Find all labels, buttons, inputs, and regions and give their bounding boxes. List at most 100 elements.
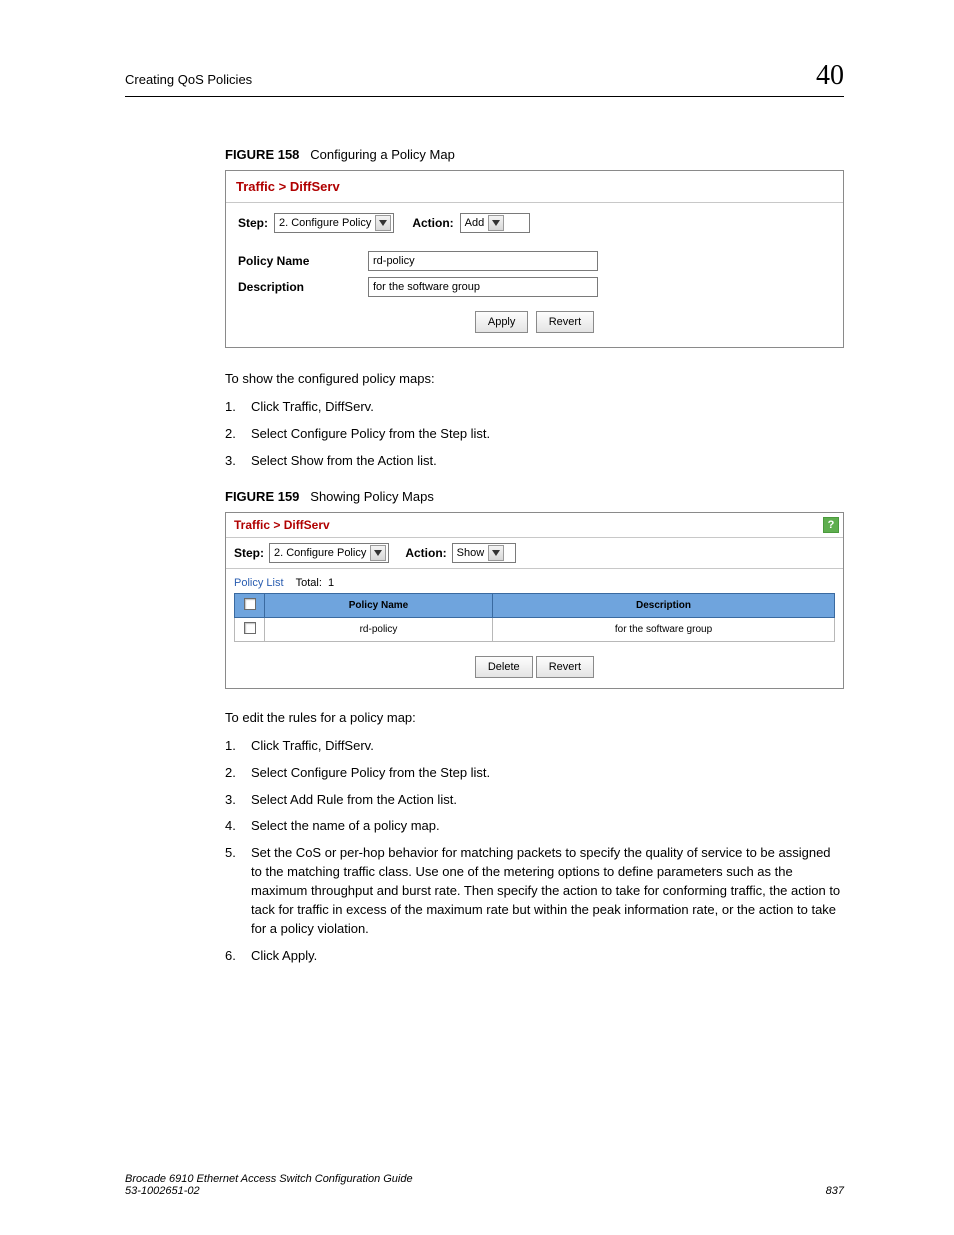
list-item: 6.Click Apply. <box>225 947 844 966</box>
revert-button[interactable]: Revert <box>536 311 594 333</box>
step-text: Select Show from the Action list. <box>251 452 437 471</box>
policy-table: Policy Name Description rd-policy for th… <box>234 593 835 642</box>
step-number: 6. <box>225 947 251 966</box>
spacer <box>287 577 293 589</box>
figure-158-panel: Traffic > DiffServ Step: 2. Configure Po… <box>225 170 844 348</box>
row-checkbox[interactable] <box>244 622 256 634</box>
description-label: Description <box>238 280 368 294</box>
steps-list-1: 1.Click Traffic, DiffServ. 2.Select Conf… <box>225 398 844 471</box>
step-text: Click Traffic, DiffServ. <box>251 737 374 756</box>
doc-title: Brocade 6910 Ethernet Access Switch Conf… <box>125 1173 413 1185</box>
policy-name-row: Policy Name <box>238 251 831 271</box>
policy-name-label: Policy Name <box>238 254 368 268</box>
content-area: FIGURE 158 Configuring a Policy Map Traf… <box>225 147 844 965</box>
select-all-header <box>235 593 265 617</box>
intro-text-1: To show the configured policy maps: <box>225 370 844 388</box>
description-input[interactable] <box>368 277 598 297</box>
step-number: 2. <box>225 764 251 783</box>
step-text: Click Apply. <box>251 947 317 966</box>
step-number: 2. <box>225 425 251 444</box>
figure-label: FIGURE 158 <box>225 147 299 162</box>
steps-list-2: 1.Click Traffic, DiffServ. 2.Select Conf… <box>225 737 844 965</box>
list-item: 1.Click Traffic, DiffServ. <box>225 398 844 417</box>
step-action-row: Step: 2. Configure Policy Action: Add <box>238 213 831 233</box>
section-title: Creating QoS Policies <box>125 72 252 87</box>
select-all-checkbox[interactable] <box>244 598 256 610</box>
page-header: Creating QoS Policies 40 <box>125 60 844 92</box>
step-select[interactable]: 2. Configure Policy <box>269 543 389 563</box>
spacer <box>238 241 831 251</box>
list-item: 2.Select Configure Policy from the Step … <box>225 764 844 783</box>
step-number: 5. <box>225 844 251 938</box>
chevron-down-icon[interactable] <box>488 545 504 561</box>
step-value: 2. Configure Policy <box>279 217 371 229</box>
step-select[interactable]: 2. Configure Policy <box>274 213 394 233</box>
page-footer: Brocade 6910 Ethernet Access Switch Conf… <box>125 1173 844 1197</box>
action-select[interactable]: Add <box>460 213 530 233</box>
step-text: Set the CoS or per-hop behavior for matc… <box>251 844 844 938</box>
figure-158-caption: FIGURE 158 Configuring a Policy Map <box>225 147 844 162</box>
row-checkbox-cell <box>235 617 265 641</box>
list-item: 1.Click Traffic, DiffServ. <box>225 737 844 756</box>
step-number: 4. <box>225 817 251 836</box>
col-policy-name: Policy Name <box>265 593 493 617</box>
step-number: 3. <box>225 791 251 810</box>
apply-button[interactable]: Apply <box>475 311 529 333</box>
step-value: 2. Configure Policy <box>274 547 366 559</box>
table-header-row: Policy Name Description <box>235 593 835 617</box>
header-rule <box>125 96 844 97</box>
revert-button[interactable]: Revert <box>536 656 594 678</box>
list-item: 2.Select Configure Policy from the Step … <box>225 425 844 444</box>
figure-158-title: Configuring a Policy Map <box>310 147 455 162</box>
list-item: 3.Select Show from the Action list. <box>225 452 844 471</box>
step-text: Select Add Rule from the Action list. <box>251 791 457 810</box>
panel-body: Step: 2. Configure Policy Action: Add <box>226 203 843 347</box>
delete-button[interactable]: Delete <box>475 656 533 678</box>
action-value: Add <box>465 217 485 229</box>
step-number: 3. <box>225 452 251 471</box>
step-text: Click Traffic, DiffServ. <box>251 398 374 417</box>
figure-159-panel: Traffic > DiffServ ? Step: 2. Configure … <box>225 512 844 689</box>
chevron-down-icon[interactable] <box>370 545 386 561</box>
panel2-header: Traffic > DiffServ ? <box>226 513 843 538</box>
description-row: Description <box>238 277 831 297</box>
policy-list-caption: Policy List Total: 1 <box>226 569 843 593</box>
chevron-down-icon[interactable] <box>488 215 504 231</box>
step-label: Step: <box>234 546 264 560</box>
action-label: Action: <box>412 216 453 230</box>
action-select[interactable]: Show <box>452 543 516 563</box>
total-label: Total: <box>296 577 322 589</box>
list-item: 3.Select Add Rule from the Action list. <box>225 791 844 810</box>
col-description: Description <box>493 593 835 617</box>
step-label: Step: <box>238 216 268 230</box>
cell-policy-name: rd-policy <box>265 617 493 641</box>
step-action-row: Step: 2. Configure Policy Action: Show <box>226 538 843 569</box>
panel-breadcrumb: Traffic > DiffServ <box>234 518 330 532</box>
step-number: 1. <box>225 737 251 756</box>
list-caption-text: Policy List <box>234 577 284 589</box>
step-text: Select the name of a policy map. <box>251 817 440 836</box>
chapter-number: 40 <box>816 60 844 92</box>
button-row: Delete Revert <box>226 650 843 688</box>
cell-description: for the software group <box>493 617 835 641</box>
figure-159-caption: FIGURE 159 Showing Policy Maps <box>225 489 844 504</box>
list-item: 5.Set the CoS or per-hop behavior for ma… <box>225 844 844 938</box>
panel-breadcrumb: Traffic > DiffServ <box>226 171 843 203</box>
doc-number: 53-1002651-02 <box>125 1185 413 1197</box>
step-text: Select Configure Policy from the Step li… <box>251 425 490 444</box>
figure-label: FIGURE 159 <box>225 489 299 504</box>
help-icon[interactable]: ? <box>823 517 839 533</box>
list-item: 4.Select the name of a policy map. <box>225 817 844 836</box>
policy-name-input[interactable] <box>368 251 598 271</box>
button-row: Apply Revert <box>238 311 831 333</box>
total-value-num: 1 <box>328 577 334 589</box>
table-row: rd-policy for the software group <box>235 617 835 641</box>
step-number: 1. <box>225 398 251 417</box>
page-number: 837 <box>826 1185 844 1197</box>
step-text: Select Configure Policy from the Step li… <box>251 764 490 783</box>
figure-159-title: Showing Policy Maps <box>310 489 434 504</box>
intro-text-2: To edit the rules for a policy map: <box>225 709 844 727</box>
action-value: Show <box>457 547 485 559</box>
action-label: Action: <box>405 546 446 560</box>
chevron-down-icon[interactable] <box>375 215 391 231</box>
